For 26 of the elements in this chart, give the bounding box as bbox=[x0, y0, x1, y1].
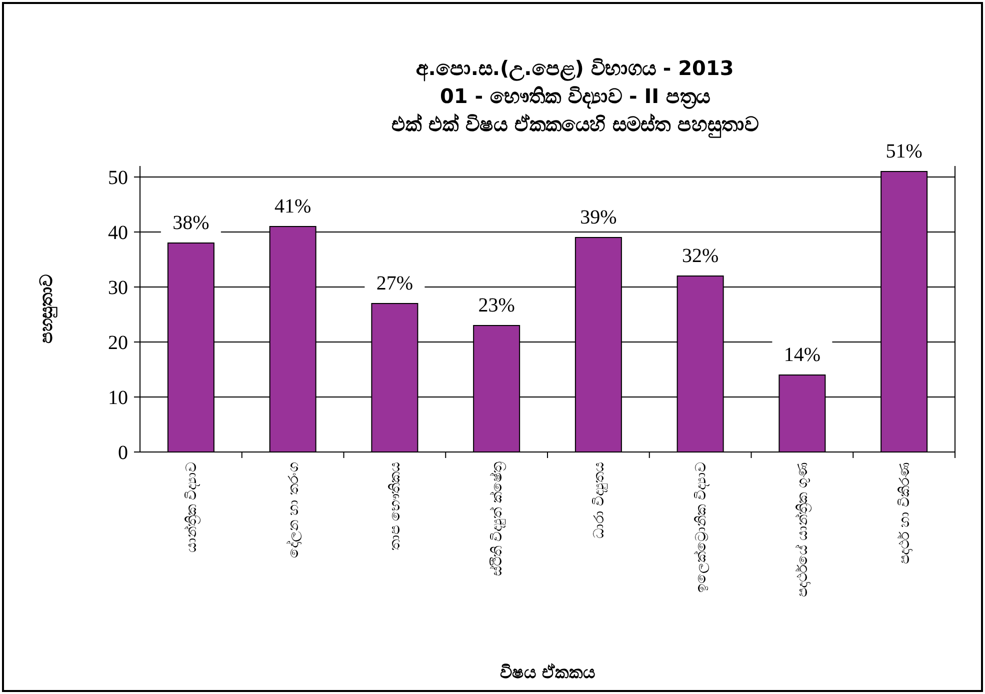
data-label: 38% bbox=[172, 212, 210, 234]
y-tick-label: 10 bbox=[108, 387, 128, 409]
y-tick-label: 50 bbox=[108, 167, 128, 189]
y-tick-label: 0 bbox=[118, 442, 128, 464]
x-axis-title: විෂය ඒකකය bbox=[500, 663, 595, 683]
data-label: 39% bbox=[580, 206, 617, 228]
data-label: 27% bbox=[376, 272, 414, 294]
y-axis-title: පහසුතාව bbox=[37, 274, 58, 344]
data-label: 41% bbox=[274, 196, 312, 218]
chart-subtitle: 01 - භෞතික විද්‍යාව - II පත්‍රය එක් එක් විෂය ඒකකයෙහි සමස්ත පහසුතාව bbox=[392, 84, 758, 139]
y-tick-label: 30 bbox=[108, 277, 128, 299]
x-tick-label: දෝලන හා තරංග bbox=[286, 462, 302, 558]
x-tick-label: තාප භෞතිකය bbox=[388, 462, 404, 550]
x-tick-label: යාන්ත්‍රික විද්‍යාව bbox=[184, 462, 201, 552]
data-label: 23% bbox=[478, 294, 515, 316]
data-label: 51% bbox=[886, 140, 922, 162]
data-label: 32% bbox=[682, 245, 719, 267]
x-tick-label: පදාර්ථයේ යාන්ත්‍රික ගුණ bbox=[795, 462, 812, 597]
data-label: 14% bbox=[784, 344, 821, 366]
x-tick-label: ස්ථිති විද්‍යුත් ක්ෂේත්‍ර bbox=[490, 461, 507, 576]
x-tick-label: ධාරා විද්‍යුතය bbox=[591, 462, 608, 538]
x-tick-label: ඉලෙක්ට්‍රොනික විද්‍යාව bbox=[693, 462, 710, 592]
y-tick-label: 20 bbox=[108, 332, 128, 354]
x-tick-label: පදාර්ථ හා විකිරණ bbox=[897, 462, 914, 564]
y-tick-label: 40 bbox=[108, 222, 128, 244]
chart-title: අ.පො.ස.(උ.පෙළ) විභාගය - 2013 bbox=[416, 56, 734, 82]
